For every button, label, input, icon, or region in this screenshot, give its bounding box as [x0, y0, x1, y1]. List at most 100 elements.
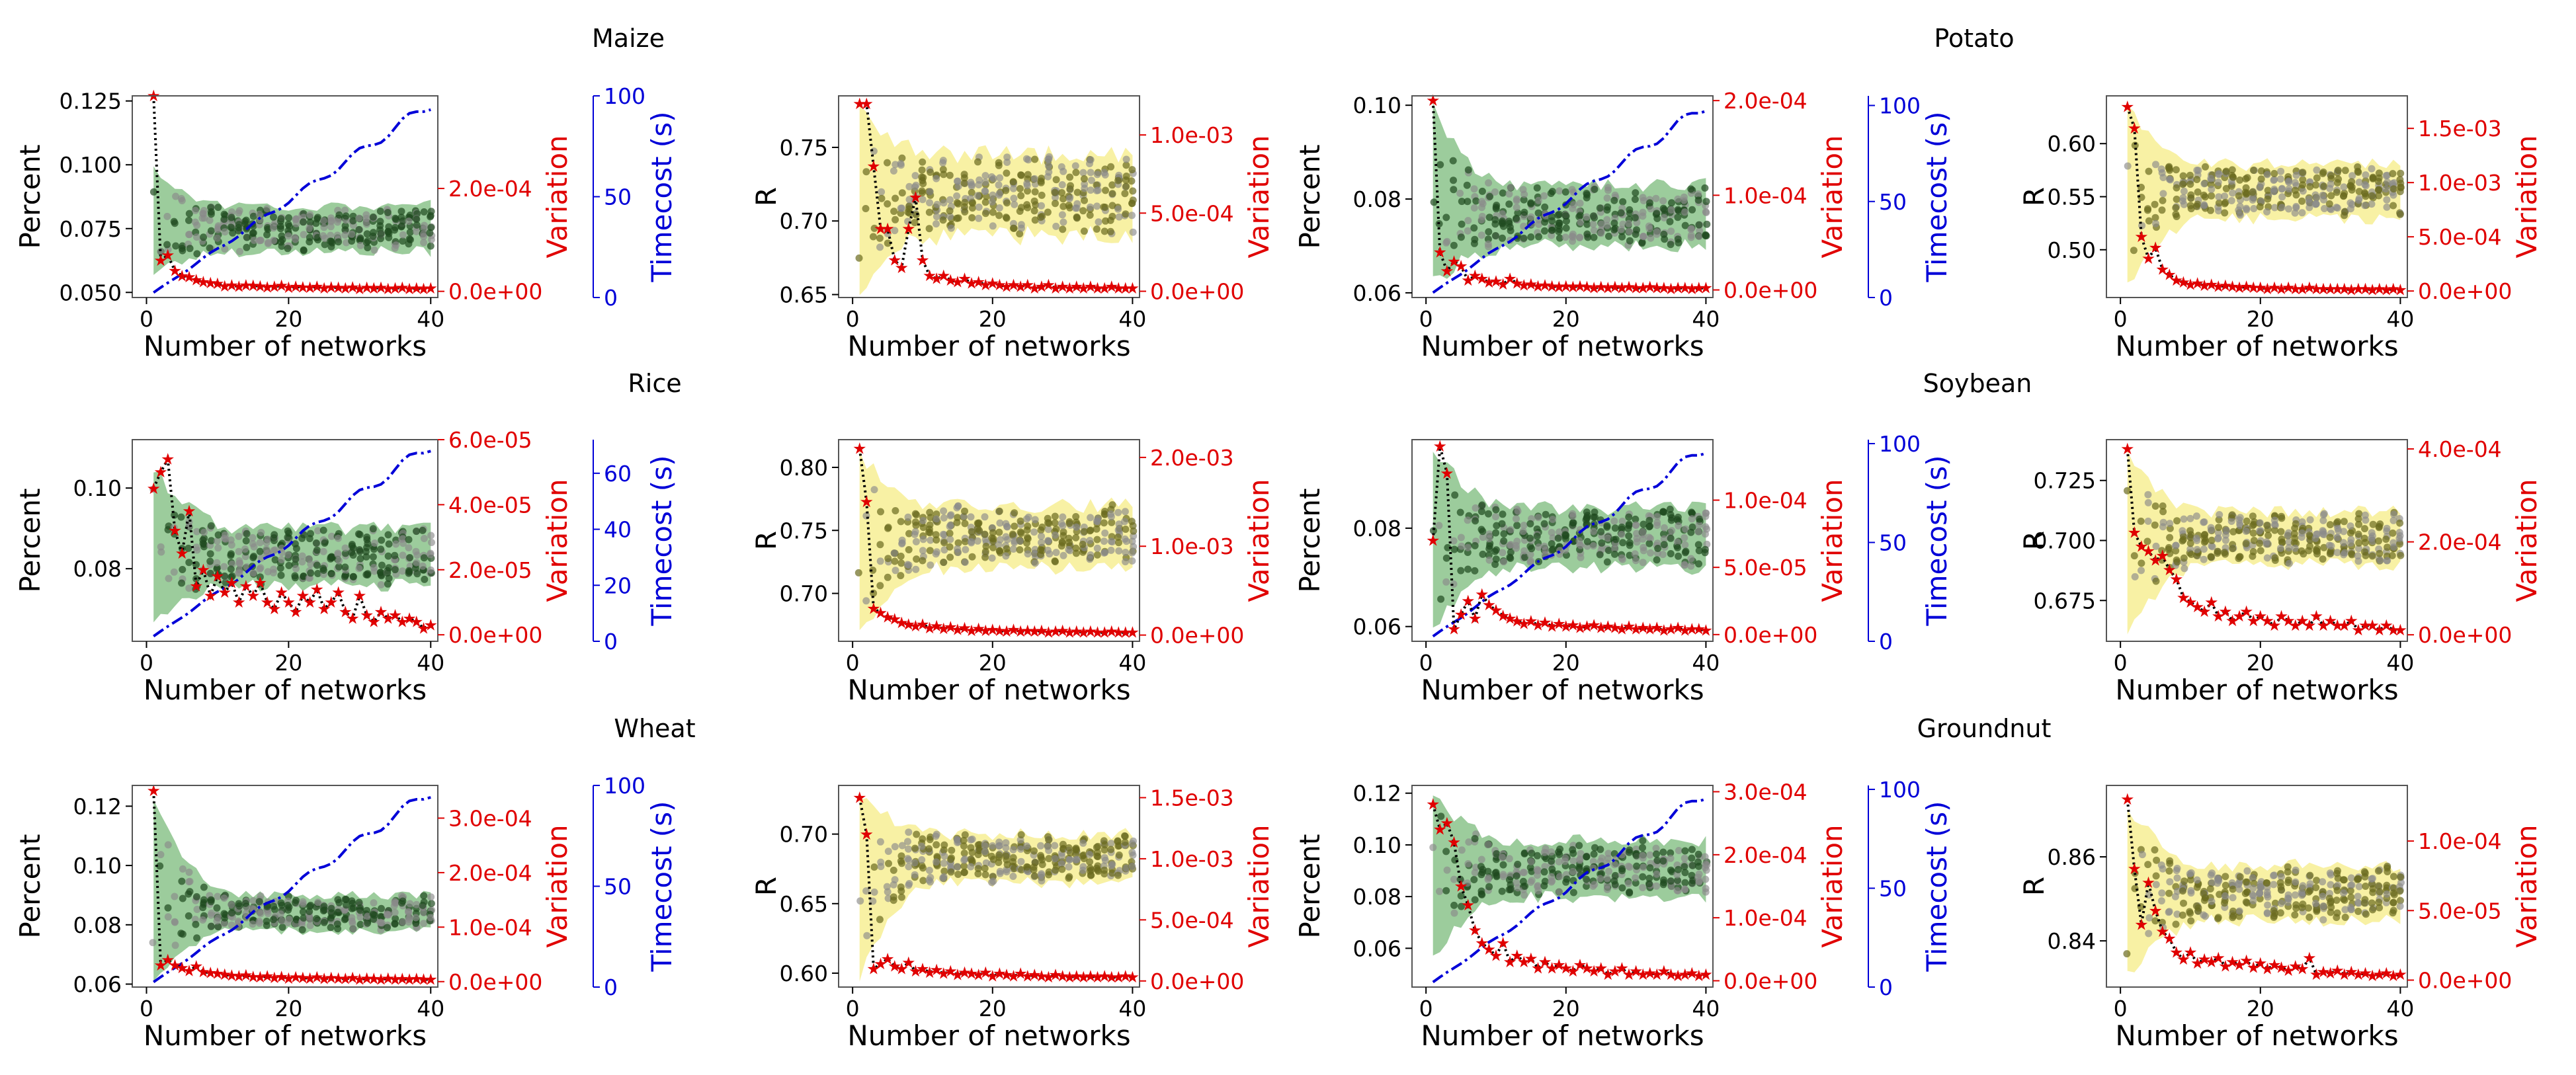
variation-marker: ★	[1447, 253, 1462, 271]
variation-marker: ★	[1636, 279, 1650, 298]
run-point	[897, 161, 905, 169]
run-point	[1024, 550, 1032, 558]
run-point	[2285, 185, 2293, 193]
run-point	[925, 208, 933, 216]
run-point	[1101, 841, 1109, 849]
run-point	[2159, 518, 2167, 526]
run-point	[1527, 857, 1535, 865]
x-tick-label: 0	[846, 306, 860, 332]
variation-marker: ★	[985, 274, 1000, 293]
run-point	[1058, 181, 1066, 188]
run-point	[1477, 216, 1485, 224]
run-point	[1681, 208, 1688, 216]
run-point	[1583, 230, 1591, 238]
x-tick-label: 20	[2247, 996, 2274, 1021]
run-point	[163, 212, 171, 220]
run-point	[1122, 176, 1130, 184]
run-point	[370, 899, 378, 907]
variation-tick-label: 1.5e-03	[1150, 785, 1234, 811]
run-point	[300, 218, 307, 226]
run-point	[1045, 836, 1053, 844]
variation-axis-label: Variation	[1816, 824, 1849, 947]
run-point	[1059, 202, 1067, 210]
run-point	[369, 525, 377, 533]
run-point	[2200, 180, 2208, 188]
run-points	[855, 147, 1137, 262]
run-point	[1472, 197, 1480, 205]
run-point	[892, 507, 899, 514]
run-point	[1507, 526, 1515, 534]
run-point	[2361, 539, 2369, 546]
run-point	[1695, 233, 1703, 241]
x-axis-label: Number of networks	[1421, 674, 1704, 706]
variation-marker: ★	[182, 268, 196, 286]
run-point	[1548, 529, 1556, 536]
run-point	[1101, 204, 1109, 211]
variation-marker: ★	[2232, 278, 2247, 297]
run-point	[1619, 539, 1627, 547]
run-point	[1045, 168, 1053, 176]
run-point	[1659, 508, 1667, 516]
timecost-tick-label: 50	[1879, 189, 1907, 215]
run-point	[207, 922, 215, 930]
run-point	[1072, 544, 1080, 552]
run-point	[1485, 883, 1493, 891]
run-point	[876, 582, 884, 590]
run-point	[926, 188, 934, 196]
run-point	[306, 908, 313, 916]
run-point	[1122, 155, 1130, 163]
run-point	[228, 214, 235, 221]
run-point	[2333, 179, 2341, 186]
subplot-rice-r: ★★★★★★★★★★★★★★★★★★★★★★★★★★★★★★★★★★★★★★★★…	[750, 439, 1275, 706]
variation-markers: ★★★★★★★★★★★★★★★★★★★★★★★★★★★★★★★★★★★★★★★★	[2120, 97, 2407, 299]
run-point	[1079, 540, 1087, 548]
run-point	[2327, 871, 2335, 879]
run-point	[2152, 577, 2160, 585]
run-point	[1107, 510, 1115, 518]
run-point	[306, 218, 314, 226]
x-tick-label: 40	[2386, 306, 2414, 332]
run-point	[2354, 167, 2362, 175]
run-point	[2333, 534, 2341, 541]
run-point	[1590, 850, 1598, 858]
run-point	[1575, 537, 1583, 545]
run-point	[1561, 212, 1569, 219]
run-point	[1031, 872, 1038, 880]
run-point	[1449, 157, 1457, 165]
run-point	[1661, 235, 1669, 243]
run-point	[292, 235, 299, 243]
variation-marker: ★	[2218, 276, 2233, 295]
run-point	[1472, 517, 1479, 525]
variation-marker: ★	[2204, 275, 2219, 294]
run-point	[2333, 549, 2341, 557]
run-point	[1667, 206, 1675, 214]
run-point	[968, 180, 976, 188]
run-point	[1632, 521, 1640, 529]
variation-marker: ★	[1461, 592, 1475, 610]
run-point	[277, 238, 285, 246]
variation-tick-label: 2.0e-04	[1724, 842, 1807, 868]
run-point	[2206, 885, 2214, 893]
run-point	[1687, 528, 1695, 536]
run-point	[1499, 861, 1507, 869]
run-point	[2375, 898, 2383, 906]
run-point	[348, 914, 356, 922]
variation-marker: ★	[1664, 280, 1679, 298]
plot-frame	[132, 95, 438, 298]
run-point	[1659, 204, 1667, 212]
run-point	[1051, 512, 1059, 520]
run-point	[313, 546, 321, 554]
run-point	[981, 848, 989, 856]
variation-marker: ★	[1559, 277, 1573, 296]
run-point	[905, 863, 913, 871]
run-point	[1059, 551, 1067, 559]
variation-marker: ★	[1426, 532, 1440, 550]
run-point	[1540, 882, 1548, 890]
run-point	[2144, 517, 2152, 525]
run-point	[1079, 169, 1087, 177]
run-point	[1591, 508, 1599, 516]
run-point	[2355, 883, 2363, 891]
variation-marker: ★	[153, 251, 168, 270]
run-point	[1514, 860, 1522, 868]
run-point	[904, 513, 912, 521]
